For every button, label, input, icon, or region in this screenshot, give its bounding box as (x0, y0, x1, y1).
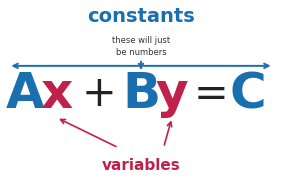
Text: these will just
be numbers: these will just be numbers (112, 36, 170, 57)
Text: C: C (230, 70, 266, 118)
Text: variables: variables (102, 158, 180, 173)
Text: x: x (40, 70, 72, 118)
Text: B: B (122, 70, 160, 118)
Text: y: y (156, 70, 188, 118)
Text: +: + (81, 73, 116, 115)
Text: A: A (6, 70, 45, 118)
Text: constants: constants (87, 7, 195, 25)
Text: =: = (194, 73, 229, 115)
